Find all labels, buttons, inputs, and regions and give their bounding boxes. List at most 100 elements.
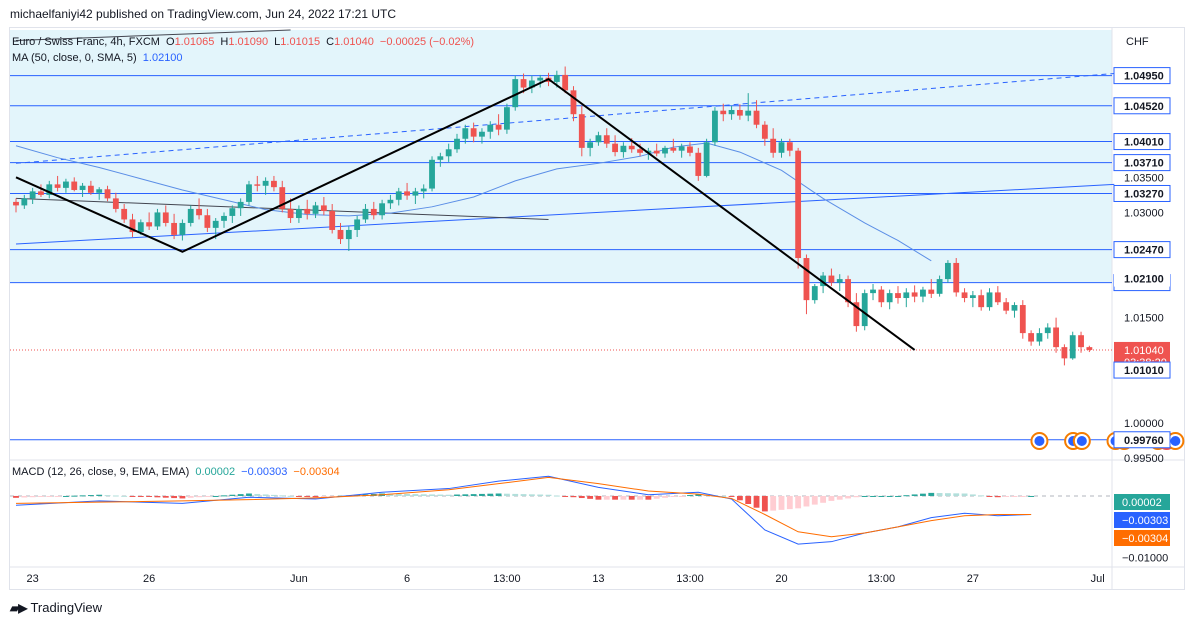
candle-body[interactable] xyxy=(212,220,219,228)
candle-body[interactable] xyxy=(953,262,960,293)
candle-body[interactable] xyxy=(370,208,377,216)
candle-body[interactable] xyxy=(29,191,36,199)
candle-body[interactable] xyxy=(395,191,402,200)
candle-body[interactable] xyxy=(811,286,818,301)
candle-body[interactable] xyxy=(620,145,627,153)
candle-body[interactable] xyxy=(445,149,452,157)
candle-body[interactable] xyxy=(520,79,527,88)
candle-body[interactable] xyxy=(404,191,410,196)
candle-body[interactable] xyxy=(978,295,985,308)
candle-body[interactable] xyxy=(121,208,128,220)
candle-body[interactable] xyxy=(379,203,386,216)
candle-body[interactable] xyxy=(320,205,327,212)
candle-body[interactable] xyxy=(262,180,269,186)
candle-body[interactable] xyxy=(329,211,336,230)
candle-body[interactable] xyxy=(254,184,261,186)
candle-body[interactable] xyxy=(312,205,319,214)
candle-body[interactable] xyxy=(221,215,227,221)
candle-body[interactable] xyxy=(1019,305,1026,334)
trendline-support[interactable] xyxy=(15,183,1115,245)
candle-body[interactable] xyxy=(87,185,94,193)
candle-body[interactable] xyxy=(295,208,302,219)
candle-body[interactable] xyxy=(454,138,460,150)
candle-body[interactable] xyxy=(345,229,352,240)
candle-body[interactable] xyxy=(354,219,361,230)
candle-body[interactable] xyxy=(537,77,544,81)
candle-body[interactable] xyxy=(578,114,585,148)
candle-body[interactable] xyxy=(745,110,752,116)
candle-body[interactable] xyxy=(171,222,178,235)
candle-body[interactable] xyxy=(720,110,727,115)
candle-body[interactable] xyxy=(603,135,610,144)
candle-body[interactable] xyxy=(828,275,835,283)
candle-body[interactable] xyxy=(903,292,910,299)
candle-body[interactable] xyxy=(79,185,86,190)
candle-body[interactable] xyxy=(429,159,435,189)
candle-body[interactable] xyxy=(778,142,785,153)
candle-body[interactable] xyxy=(595,135,602,143)
candle-body[interactable] xyxy=(1086,347,1093,350)
candle-body[interactable] xyxy=(196,208,202,216)
candle-body[interactable] xyxy=(462,128,469,139)
candle-body[interactable] xyxy=(703,142,710,176)
macd-line[interactable] xyxy=(15,475,1032,545)
candle-body[interactable] xyxy=(1078,335,1084,348)
candle-body[interactable] xyxy=(920,289,926,297)
candle-body[interactable] xyxy=(1028,333,1035,342)
candle-body[interactable] xyxy=(479,131,485,137)
candle-body[interactable] xyxy=(1036,333,1043,342)
candle-body[interactable] xyxy=(587,142,594,148)
candle-body[interactable] xyxy=(420,188,427,192)
candle-body[interactable] xyxy=(961,292,968,299)
candle-body[interactable] xyxy=(612,143,618,153)
candle-body[interactable] xyxy=(695,152,702,176)
candle-body[interactable] xyxy=(553,74,560,82)
candle-body[interactable] xyxy=(437,156,444,160)
candle-body[interactable] xyxy=(853,302,860,327)
candle-body[interactable] xyxy=(162,212,169,223)
candle-body[interactable] xyxy=(337,229,344,240)
candle-body[interactable] xyxy=(670,147,677,151)
candle-body[interactable] xyxy=(487,124,494,132)
candle-body[interactable] xyxy=(944,262,951,280)
candle-body[interactable] xyxy=(387,199,394,204)
candle-body[interactable] xyxy=(986,292,993,308)
candle-body[interactable] xyxy=(1061,347,1068,359)
candle-body[interactable] xyxy=(38,191,44,195)
candle-body[interactable] xyxy=(736,109,743,116)
candle-body[interactable] xyxy=(994,292,1001,303)
candle-body[interactable] xyxy=(678,146,685,151)
candle-body[interactable] xyxy=(969,295,976,299)
candle-body[interactable] xyxy=(562,74,569,91)
ma-line[interactable] xyxy=(15,142,932,262)
signal-line[interactable] xyxy=(15,476,1032,538)
candle-body[interactable] xyxy=(1003,302,1010,311)
candle-body[interactable] xyxy=(54,184,61,188)
candle-body[interactable] xyxy=(63,181,69,188)
candle-body[interactable] xyxy=(770,138,777,153)
candle-body[interactable] xyxy=(1011,305,1018,311)
candle-body[interactable] xyxy=(362,208,369,220)
candle-body[interactable] xyxy=(246,184,252,202)
candle-body[interactable] xyxy=(861,293,868,327)
candle-body[interactable] xyxy=(803,258,810,301)
candle-body[interactable] xyxy=(1069,335,1076,359)
candle-body[interactable] xyxy=(662,147,668,154)
candle-body[interactable] xyxy=(229,208,236,216)
candle-body[interactable] xyxy=(504,107,510,130)
candle-body[interactable] xyxy=(653,150,660,154)
candle-body[interactable] xyxy=(237,201,244,209)
candle-body[interactable] xyxy=(820,275,827,287)
candle-body[interactable] xyxy=(911,292,918,297)
candle-body[interactable] xyxy=(795,150,802,259)
trendline-zigzag[interactable] xyxy=(15,77,916,351)
candle-body[interactable] xyxy=(753,110,760,125)
candle-body[interactable] xyxy=(936,279,943,294)
candle-body[interactable] xyxy=(129,219,136,233)
candle-body[interactable] xyxy=(928,289,935,294)
candle-body[interactable] xyxy=(21,198,28,206)
candle-body[interactable] xyxy=(886,293,893,303)
candle-body[interactable] xyxy=(1053,327,1059,348)
candle-body[interactable] xyxy=(412,191,419,196)
